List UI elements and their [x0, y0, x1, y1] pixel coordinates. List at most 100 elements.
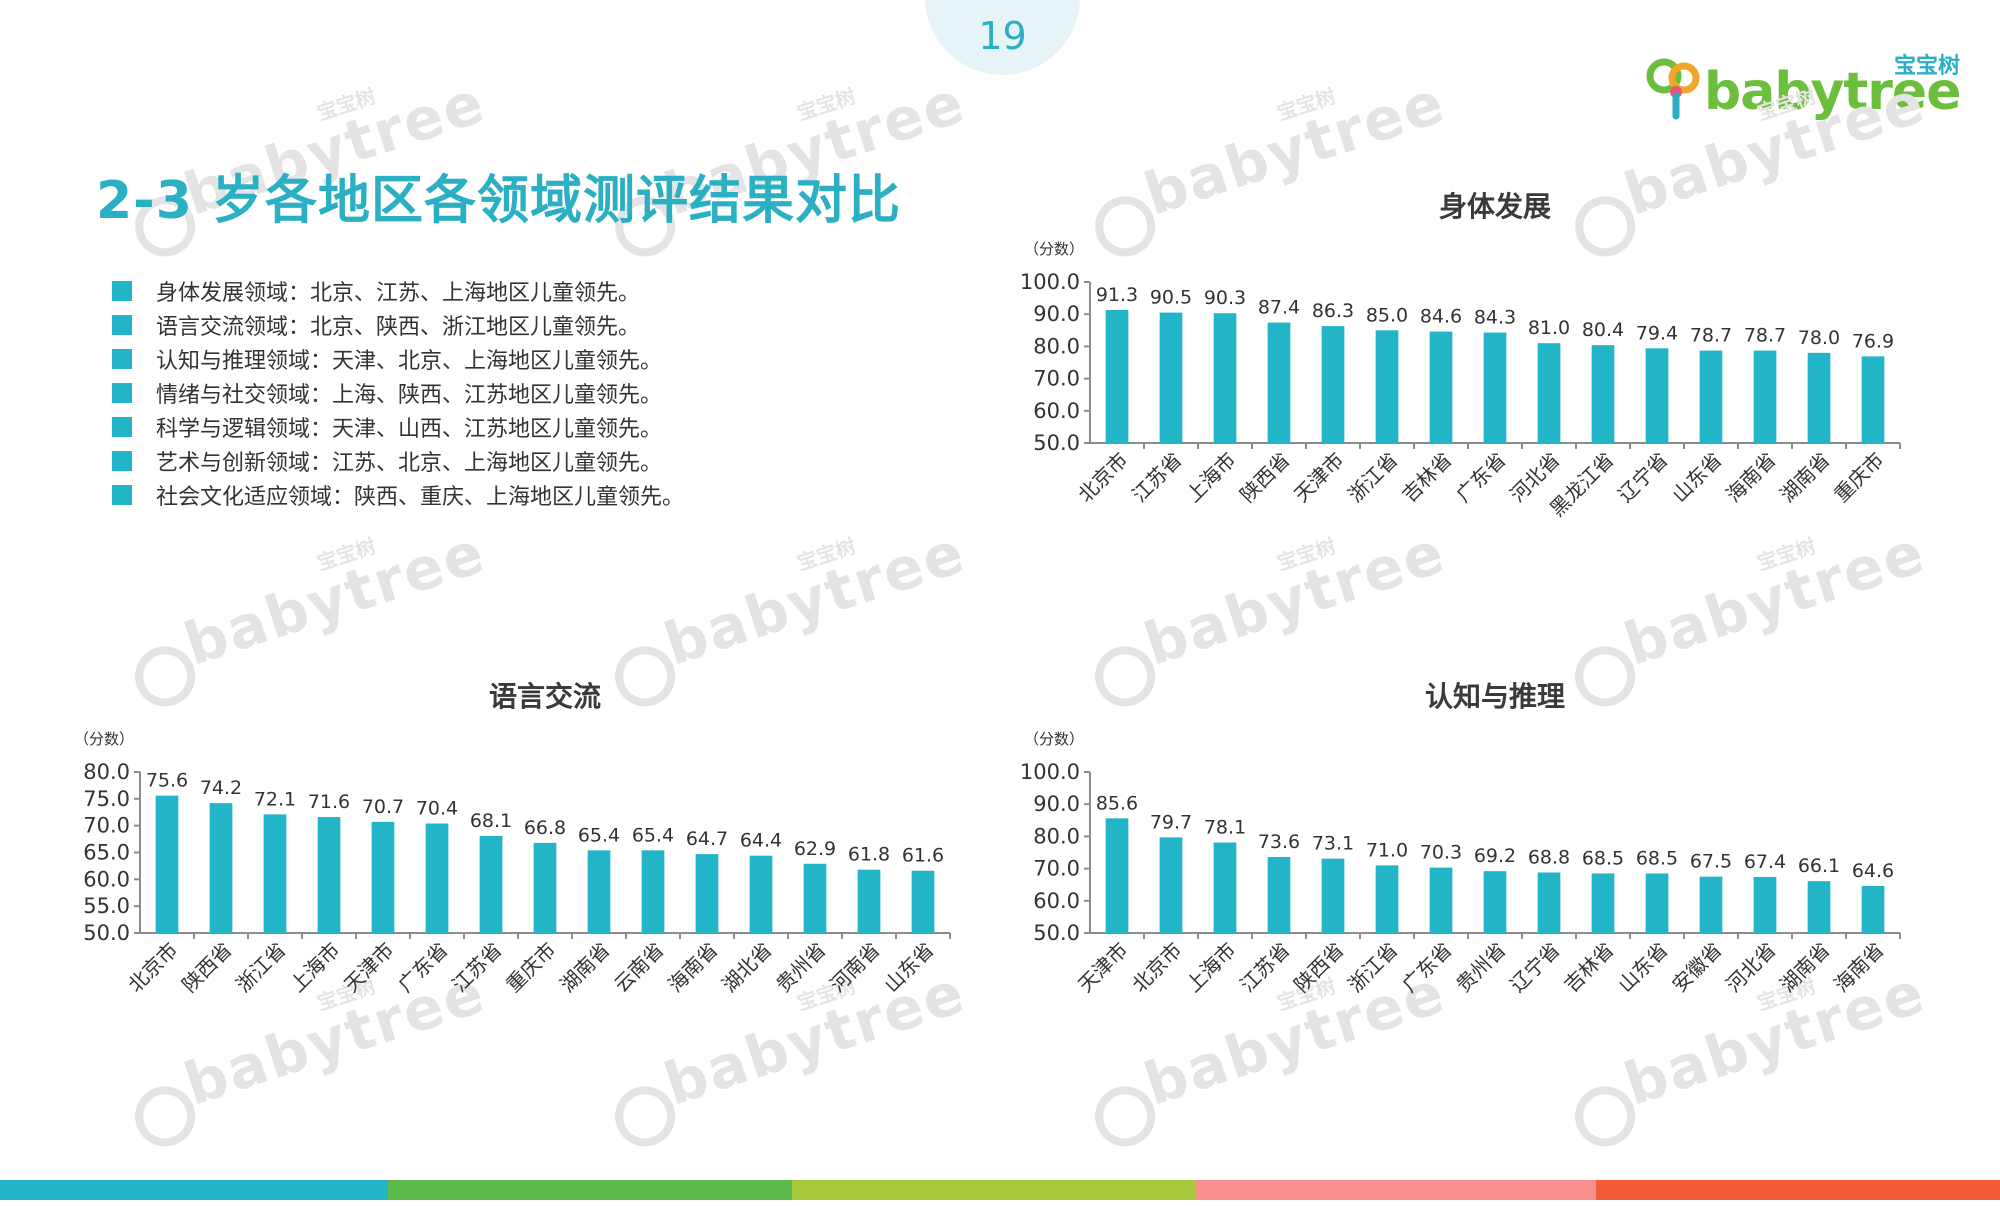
x-tick-label: 浙江省 [231, 938, 290, 997]
bar [1105, 310, 1129, 443]
y-axis-label: （分数） [74, 730, 134, 748]
bar [1861, 356, 1885, 443]
x-tick-label: 广东省 [1397, 938, 1456, 997]
bar [263, 814, 287, 933]
logo-mark-icon [1646, 58, 1700, 120]
data-label: 78.1 [1204, 817, 1246, 839]
bar [1483, 332, 1507, 443]
y-tick-label: 60.0 [1033, 889, 1080, 913]
data-label: 68.8 [1528, 846, 1570, 868]
data-label: 84.6 [1420, 306, 1462, 328]
y-tick-label: 80.0 [1033, 334, 1080, 358]
x-tick-label: 上海市 [285, 938, 344, 997]
bar [479, 835, 503, 933]
data-label: 91.3 [1096, 284, 1138, 306]
chart-title: 语言交流 [489, 680, 601, 713]
watermark-cn: 宝宝树 [314, 83, 379, 126]
data-label: 79.7 [1150, 811, 1192, 833]
page-number: 19 [978, 14, 1027, 58]
data-label: 73.6 [1258, 831, 1300, 853]
watermark-logo-icon [607, 1078, 683, 1155]
watermark-logo-icon [127, 1078, 203, 1155]
bar [1321, 858, 1345, 933]
y-tick-label: 75.0 [83, 787, 130, 811]
square-bullet-icon [112, 315, 132, 335]
bar [1591, 345, 1615, 443]
y-tick-label: 70.0 [1033, 857, 1080, 881]
chart-title: 身体发展 [1439, 190, 1551, 223]
x-tick-label: 浙江省 [1343, 938, 1402, 997]
x-tick-label: 河南省 [825, 938, 884, 997]
summary-item: 情绪与社交领域：上海、陕西、江苏地区儿童领先。 [112, 376, 684, 410]
chart-svg: 身体发展 （分数） 50.0 60.0 70.0 80.0 90.0 100.0 91.3 北京市… [1020, 190, 1901, 521]
bottom-bar-segment [0, 1180, 388, 1200]
data-label: 62.9 [794, 838, 836, 860]
data-label: 65.4 [632, 824, 674, 846]
chart-svg: 认知与推理 （分数） 50.0 60.0 70.0 80.0 90.0 100.0 85.6 天津… [1020, 680, 1901, 997]
bar [1105, 818, 1129, 933]
x-tick-label: 海南省 [663, 938, 722, 997]
data-label: 68.1 [470, 810, 512, 832]
x-tick-label: 安徽省 [1667, 938, 1726, 997]
watermark-word: babytree [656, 517, 974, 679]
data-label: 64.4 [740, 830, 782, 852]
page-title: 2-3 岁各地区各领域测评结果对比 [96, 171, 902, 231]
x-tick-label: 湖南省 [1775, 938, 1834, 997]
data-label: 70.3 [1420, 842, 1462, 864]
summary-text: 情绪与社交领域：上海、陕西、江苏地区儿童领先。 [156, 383, 663, 408]
x-tick-label: 湖北省 [717, 938, 776, 997]
data-label: 81.0 [1528, 317, 1570, 339]
data-label: 87.4 [1258, 297, 1300, 319]
data-label: 79.4 [1636, 322, 1678, 344]
y-tick-label: 90.0 [1033, 792, 1080, 816]
x-tick-label: 湖南省 [555, 938, 614, 997]
data-label: 68.5 [1582, 847, 1624, 869]
bar [803, 863, 827, 933]
data-label: 61.6 [902, 845, 944, 867]
x-tick-label: 海南省 [1721, 448, 1780, 507]
chart-svg: 语言交流 （分数） 50.0 55.0 60.065.0 70.0 75.0 80.0 75.6… [74, 680, 951, 997]
x-tick-label: 江苏省 [1127, 448, 1186, 507]
x-tick-label: 云南省 [609, 938, 668, 997]
data-label: 84.3 [1474, 307, 1516, 329]
data-label: 61.8 [848, 844, 890, 866]
data-label: 64.7 [686, 828, 728, 850]
watermark-cn: 宝宝树 [314, 533, 379, 576]
data-label: 78.0 [1798, 327, 1840, 349]
y-tick-label: 70.0 [83, 814, 130, 838]
y-tick-label: 55.0 [83, 894, 130, 918]
bottom-bar-segment [388, 1180, 792, 1200]
bar [857, 869, 881, 933]
y-tick-label: 80.0 [83, 760, 130, 784]
x-tick-label: 天津市 [1289, 448, 1348, 507]
data-label: 70.4 [416, 798, 458, 820]
bottom-color-bar [0, 1180, 2000, 1200]
x-tick-label: 天津市 [339, 938, 398, 997]
x-tick-label: 海南省 [1829, 938, 1888, 997]
summary-text: 科学与逻辑领域：天津、山西、江苏地区儿童领先。 [156, 417, 663, 442]
y-tick-label: 100.0 [1020, 270, 1080, 294]
watermark-cn: 宝宝树 [794, 83, 859, 126]
watermark-cn: 宝宝树 [794, 533, 859, 576]
x-tick-label: 山东省 [1667, 448, 1726, 507]
x-tick-label: 上海市 [1181, 938, 1240, 997]
y-tick-label: 50.0 [1033, 921, 1080, 945]
bar [209, 803, 233, 933]
data-label: 85.6 [1096, 792, 1138, 814]
summary-text: 语言交流领域：北京、陕西、浙江地区儿童领先。 [156, 315, 641, 340]
x-tick-label: 广东省 [393, 938, 452, 997]
y-tick-label: 70.0 [1033, 367, 1080, 391]
bar [1807, 352, 1831, 443]
bar [1591, 873, 1615, 933]
watermark-cn: 宝宝树 [1274, 83, 1339, 126]
bar [1753, 350, 1777, 443]
bar [1483, 871, 1507, 933]
bar [425, 823, 449, 933]
bar [155, 795, 179, 933]
chart-language-communication: 语言交流 （分数） 50.0 55.0 60.0 65.0 70.0 75.0 80.0 75.6… [50, 660, 970, 1060]
x-tick-label: 辽宁省 [1505, 938, 1564, 997]
bar [1429, 331, 1453, 443]
data-label: 90.3 [1204, 287, 1246, 309]
x-tick-label: 陕西省 [1289, 938, 1348, 997]
y-tick-label: 100.0 [1020, 760, 1080, 784]
